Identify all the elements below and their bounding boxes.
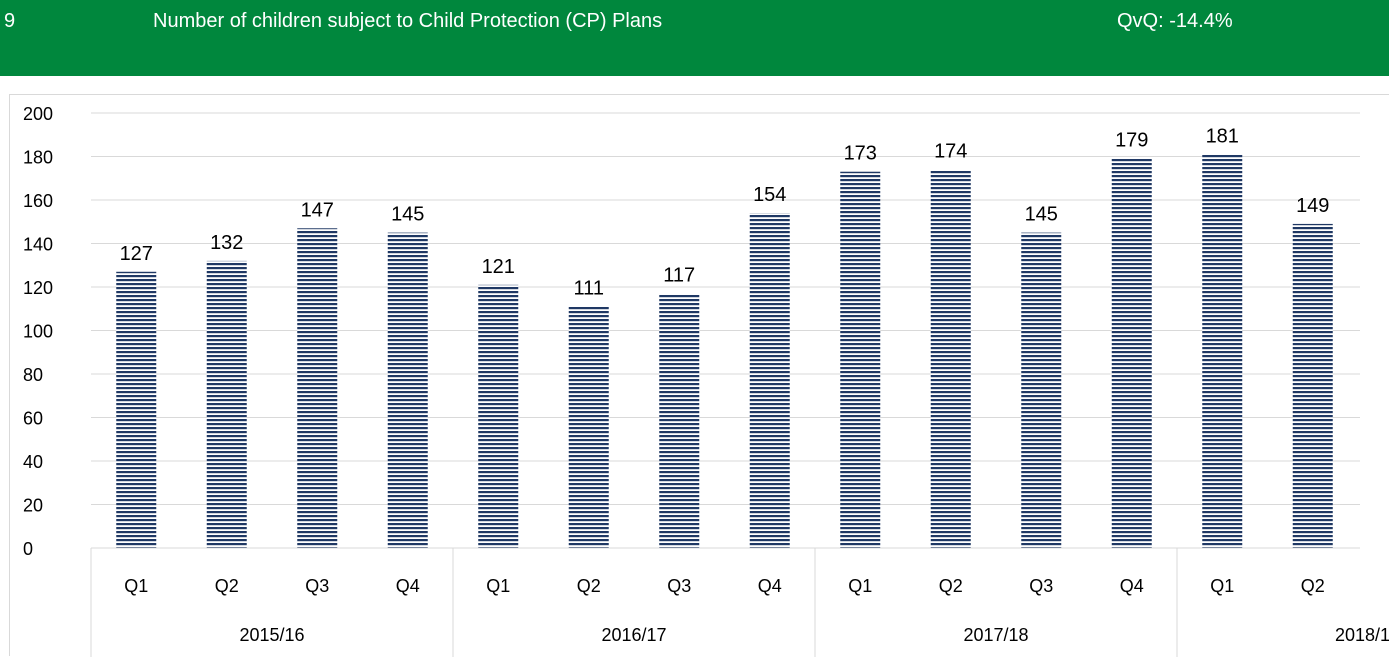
- data-label: 149: [1296, 195, 1329, 217]
- y-tick-label: 180: [23, 148, 53, 168]
- data-label: 145: [391, 204, 424, 226]
- data-label: 117: [663, 265, 695, 287]
- x-tick-label: Q1: [486, 576, 510, 596]
- y-tick-label: 60: [23, 409, 43, 429]
- x-tick-label: Q2: [577, 576, 601, 596]
- y-tick-label: 160: [23, 191, 53, 211]
- bar: [568, 306, 609, 548]
- x-tick-label: Q2: [1301, 576, 1325, 596]
- bar: [387, 232, 428, 548]
- x-tick-label: Q3: [667, 576, 691, 596]
- bar: [116, 271, 157, 548]
- group-label: 2016/17: [601, 625, 666, 645]
- bar-chart: 0 20 40 60 80 100 120 140 160 180 200 Q1 Q2 Q3 Q4 Q1 Q2 Q…: [23, 104, 1389, 657]
- data-label: 145: [1025, 204, 1058, 226]
- bar: [1292, 223, 1333, 549]
- qvq-change: QvQ: -14.4%: [1117, 10, 1233, 32]
- bar: [478, 284, 519, 548]
- data-label: 154: [753, 184, 786, 206]
- x-tick-label: Q1: [848, 576, 872, 596]
- bar: [749, 213, 790, 549]
- data-label: 111: [574, 278, 604, 300]
- y-tick-label: 120: [23, 278, 53, 298]
- data-label: 174: [934, 141, 967, 163]
- x-tick-label: Q4: [1120, 576, 1144, 596]
- bar: [1111, 158, 1152, 549]
- x-tick-label: Q1: [124, 576, 148, 596]
- group-label: 2017/18: [963, 625, 1028, 645]
- chart-header: 9 Number of children subject to Child Pr…: [0, 0, 1389, 76]
- data-label: 147: [301, 199, 334, 221]
- y-tick-label: 20: [23, 496, 43, 516]
- bar: [1021, 232, 1062, 548]
- data-label: 132: [210, 232, 243, 254]
- y-tick-label: 80: [23, 365, 43, 385]
- x-tick-label: Q4: [396, 576, 420, 596]
- y-tick-label: 0: [23, 539, 33, 559]
- bar: [840, 171, 881, 548]
- x-tick-label: Q2: [215, 576, 239, 596]
- x-tick-label: Q3: [305, 576, 329, 596]
- x-tick-label: Q1: [1210, 576, 1234, 596]
- y-tick-label: 40: [23, 452, 43, 472]
- data-label: 121: [482, 256, 515, 278]
- data-label: 179: [1115, 130, 1148, 152]
- bar: [206, 260, 247, 548]
- bar: [1202, 154, 1243, 548]
- data-label: 173: [844, 143, 877, 165]
- group-label: 2015/16: [239, 625, 304, 645]
- chart-area: 0 20 40 60 80 100 120 140 160 180 200 Q1 Q2 Q3 Q4 Q1 Q2 Q…: [9, 94, 1389, 657]
- chart-number: 9: [4, 10, 16, 32]
- y-tick-label: 100: [23, 322, 53, 342]
- x-tick-label: Q3: [1029, 576, 1053, 596]
- y-tick-label: 200: [23, 104, 53, 124]
- data-label: 127: [120, 243, 153, 265]
- chart-title: Number of children subject to Child Prot…: [153, 10, 663, 32]
- bar: [659, 293, 700, 548]
- bar: [930, 169, 971, 549]
- y-tick-label: 140: [23, 235, 53, 255]
- bar: [297, 228, 338, 548]
- x-tick-label: Q4: [758, 576, 782, 596]
- x-tick-label: Q2: [939, 576, 963, 596]
- group-label: 2018/1: [1335, 625, 1389, 645]
- data-label: 181: [1206, 125, 1239, 147]
